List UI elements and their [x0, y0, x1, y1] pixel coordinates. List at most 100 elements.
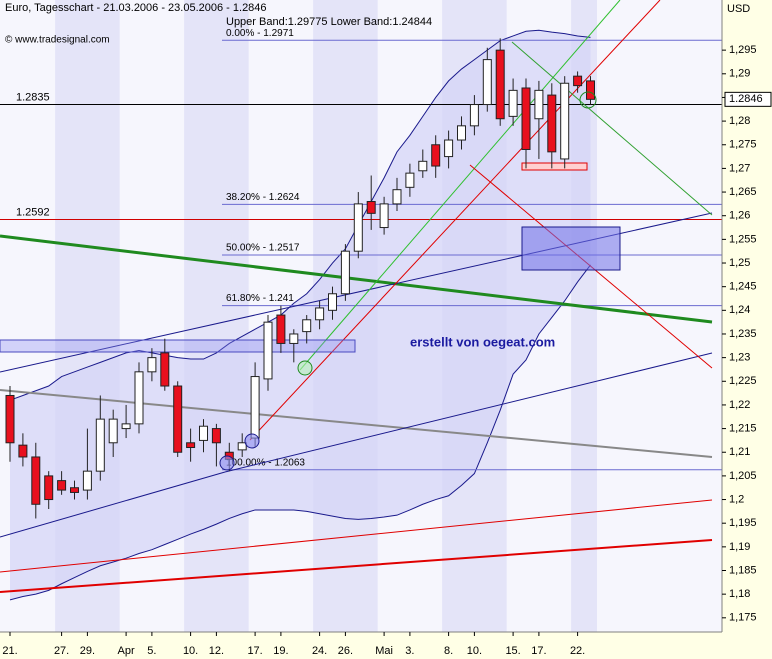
band-legend: Upper Band:1.29775 Lower Band:1.24844 [226, 16, 432, 28]
y-tick-label: 1,29 [729, 68, 750, 80]
candle-body [121, 423, 131, 430]
candle-body [250, 376, 260, 439]
trendline [0, 471, 226, 538]
copyright: © www.tradesignal.com [5, 35, 110, 46]
x-tick-label: 17. [247, 645, 262, 657]
candle-body [560, 82, 570, 160]
y-tick-label: 1,205 [729, 470, 757, 482]
candle-body [418, 160, 428, 172]
x-tick-label: Mai [375, 645, 393, 657]
candle-body [82, 470, 92, 491]
last-price-box [724, 91, 772, 107]
candle-body [263, 321, 273, 380]
candle-body [586, 80, 595, 100]
candle-body [186, 442, 196, 449]
x-tick-label: 26. [338, 645, 353, 657]
y-tick-label: 1,22 [729, 399, 750, 411]
trendline [0, 389, 713, 458]
y-tick-label: 1,195 [729, 517, 757, 529]
trendline [511, 41, 713, 216]
x-tick-label: 3. [405, 645, 414, 657]
candle-body [457, 125, 466, 141]
y-tick-label: 1,265 [729, 186, 757, 198]
candle-body [302, 319, 312, 333]
candle-body [31, 456, 41, 505]
y-unit: USD [727, 3, 750, 15]
y-tick-label: 1,27 [729, 162, 750, 174]
candle-body [18, 444, 28, 458]
x-tick-label: 29. [80, 645, 95, 657]
y-tick-label: 1,25 [729, 257, 750, 269]
trendline [0, 499, 713, 573]
y-tick-label: 1,295 [729, 44, 757, 56]
candle-body [392, 189, 402, 205]
trendline [0, 539, 713, 593]
bollinger-layer [9, 29, 591, 601]
markers [219, 91, 597, 471]
x-tick-label: 12. [209, 645, 224, 657]
y-tick-label: 1,23 [729, 352, 750, 364]
y-tick-label: 1,18 [729, 588, 750, 600]
candle-body [495, 49, 505, 120]
x-tick-label: 19. [273, 645, 288, 657]
candle-body [108, 418, 118, 444]
candle-body [482, 59, 492, 106]
marker-circle [579, 91, 597, 109]
candle-body [211, 428, 221, 444]
x-tick-label: 22. [570, 645, 585, 657]
candle-body [57, 480, 67, 491]
y-tick-label: 1,245 [729, 281, 757, 293]
price-level-label: 1.2835 [16, 91, 50, 103]
y-tick-label: 1,28 [729, 115, 750, 127]
last-price-label: 1.2846 [729, 93, 763, 105]
x-tick-label: 5. [147, 645, 156, 657]
candle-body [134, 371, 144, 425]
candle-body [431, 144, 441, 167]
trendline [299, 0, 621, 371]
candle-body [521, 87, 531, 150]
axes: 21. 27. 29. Apr 5. 10. 12. 17. 19. 24. 26. Mai 3. 8. 1… [2, 44, 772, 657]
candle-body [237, 442, 247, 451]
band-line [9, 264, 591, 601]
fib-label: 38.20% - 1.2624 [226, 192, 300, 203]
trendline [0, 234, 713, 324]
candle-body [199, 425, 208, 441]
candle-body [70, 487, 79, 493]
price-level-label: 1.2592 [16, 206, 50, 218]
candles [5, 38, 595, 519]
candle-body [340, 250, 350, 295]
trendline [249, 0, 661, 441]
band-fill [10, 30, 591, 600]
candle-body [444, 139, 454, 158]
zone-box [521, 162, 588, 171]
marker-circle [219, 455, 235, 471]
chart-title: Euro, Tagesschart - 21.03.2006 - 23.05.2… [5, 2, 267, 14]
candle-body [547, 94, 557, 153]
y-tick-label: 1,275 [729, 139, 757, 151]
candle-body [276, 314, 286, 344]
marker-circle [244, 433, 260, 449]
fib-label: 50.00% - 1.2517 [226, 243, 300, 254]
candle-body [315, 307, 325, 321]
y-tick-label: 1,225 [729, 375, 757, 387]
week-stripe [184, 0, 249, 632]
candle-body [289, 333, 299, 344]
x-tick-label: Apr [118, 645, 135, 657]
y-tick-label: 1,235 [729, 328, 757, 340]
y-tick-label: 1,21 [729, 446, 750, 458]
fib-label: 61.80% - 1.241 [226, 293, 294, 304]
candle-body [508, 89, 518, 117]
y-tick-label: 1,215 [729, 422, 757, 434]
x-tick-label: 24. [312, 645, 327, 657]
candle-body [5, 394, 15, 444]
y-axis-area [722, 0, 772, 659]
candle-body [534, 89, 544, 120]
candle-body [405, 172, 415, 188]
candle-body [160, 352, 170, 387]
candle-body [379, 203, 389, 229]
band-line [9, 29, 591, 401]
zone-box [0, 339, 356, 353]
x-tick-label: 17. [531, 645, 546, 657]
x-tick-label: 10. [467, 645, 482, 657]
